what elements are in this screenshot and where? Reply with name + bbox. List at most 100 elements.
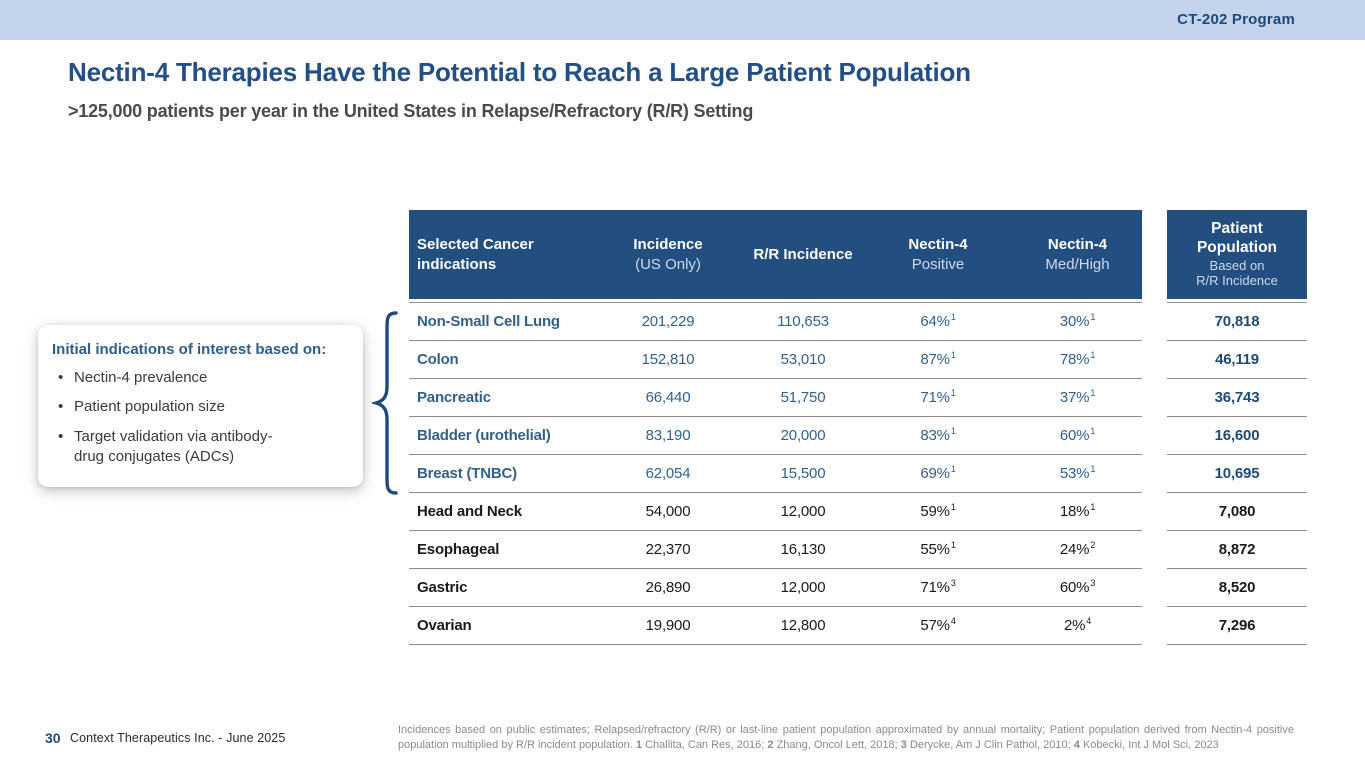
table-row: Colon 152,810 53,010 87%1 78%1	[409, 341, 1142, 379]
population-row: 70,818	[1167, 303, 1307, 341]
col-nectin4-medhigh-line2: Med/High	[1045, 255, 1110, 273]
nectin4-positive-cell: 57%4	[920, 616, 956, 635]
nectin4-positive-cell: 59%1	[920, 502, 956, 521]
nectin4-positive-cell: 87%1	[920, 350, 956, 369]
population-header-line3: Based on	[1209, 257, 1265, 273]
footnote-ref-num: 3	[900, 738, 907, 751]
indication-cell: Head and Neck	[417, 503, 522, 520]
incidence-cell: 152,810	[641, 351, 695, 368]
callout-bullet: Patient population size	[52, 397, 302, 418]
col-nectin4-positive-line2: Positive	[911, 255, 965, 273]
rr-incidence-cell: 12,000	[780, 503, 826, 520]
population-row: 10,695	[1167, 455, 1307, 493]
incidence-cell: 22,370	[645, 541, 691, 558]
nectin4-positive-cell: 64%1	[920, 312, 956, 331]
reference-superscript: 2	[1090, 540, 1096, 550]
incidence-cell: 19,900	[645, 617, 691, 634]
population-header-line1: Patient	[1211, 219, 1263, 237]
callout-box: Initial indications of interest based on…	[38, 325, 363, 487]
table-row: Gastric 26,890 12,000 71%3 60%3	[409, 569, 1142, 607]
population-header-line4: R/R Incidence	[1196, 273, 1278, 289]
incidence-cell: 201,229	[641, 313, 695, 330]
table-row: Ovarian 19,900 12,800 57%4 2%4	[409, 607, 1142, 645]
nectin4-medhigh-cell: 24%2	[1059, 540, 1096, 559]
reference-superscript: 1	[1090, 502, 1096, 512]
footnote-ref-text: Kobecki, Int J Mol Sci, 2023	[1082, 738, 1219, 751]
reference-superscript: 4	[1086, 616, 1092, 626]
footnote: Incidences based on public estimates; Re…	[398, 723, 1294, 753]
page-title: Nectin-4 Therapies Have the Potential to…	[68, 57, 971, 87]
footnote-ref-num: 4	[1073, 738, 1080, 751]
table-row: Bladder (urothelial) 83,190 20,000 83%1 …	[409, 417, 1142, 455]
col-nectin4-medhigh: Nectin-4 Med/High	[1013, 235, 1142, 275]
reference-superscript: 1	[950, 426, 956, 436]
incidence-cell: 26,890	[645, 579, 691, 596]
footnote-ref-num: 1	[635, 738, 643, 751]
table-row: Pancreatic 66,440 51,750 71%1 37%1	[409, 379, 1142, 417]
population-row: 8,520	[1167, 569, 1307, 607]
rr-incidence-cell: 16,130	[780, 541, 826, 558]
footnote-ref-num: 2	[767, 738, 774, 751]
table-header: Selected Cancer indications Incidence (U…	[409, 210, 1142, 299]
table-row: Breast (TNBC) 62,054 15,500 69%1 53%1	[409, 455, 1142, 493]
col-incidence-line1: Incidence	[633, 235, 703, 253]
nectin4-medhigh-cell: 78%1	[1059, 350, 1096, 369]
nectin4-positive-cell: 83%1	[920, 426, 956, 445]
brace-icon	[372, 311, 398, 495]
col-nectin4-positive: Nectin-4 Positive	[863, 235, 1013, 275]
reference-superscript: 1	[1090, 350, 1096, 360]
callout-bullet-list: Nectin-4 prevalence Patient population s…	[52, 368, 345, 467]
incidence-cell: 54,000	[645, 503, 691, 520]
nectin4-positive-cell: 69%1	[920, 464, 956, 483]
table-row: Head and Neck 54,000 12,000 59%1 18%1	[409, 493, 1142, 531]
reference-superscript: 3	[950, 578, 956, 588]
rr-incidence-cell: 15,500	[780, 465, 826, 482]
nectin4-medhigh-cell: 60%1	[1059, 426, 1096, 445]
reference-superscript: 1	[1090, 312, 1096, 322]
rr-incidence-cell: 51,750	[780, 389, 826, 406]
table-row: Non-Small Cell Lung 201,229 110,653 64%1…	[409, 303, 1142, 341]
col-rr-incidence: R/R Incidence	[753, 245, 853, 263]
reference-superscript: 1	[1090, 464, 1096, 474]
nectin4-medhigh-cell: 2%4	[1063, 616, 1092, 635]
reference-superscript: 1	[950, 464, 956, 474]
reference-superscript: 1	[1090, 388, 1096, 398]
nectin4-medhigh-cell: 37%1	[1059, 388, 1096, 407]
population-row: 46,119	[1167, 341, 1307, 379]
col-incidence: Incidence (US Only)	[593, 235, 743, 275]
col-indications-line1: Selected Cancer	[417, 235, 534, 253]
col-nectin4-medhigh-line1: Nectin-4	[1047, 235, 1108, 253]
indication-cell: Pancreatic	[417, 389, 491, 406]
nectin4-medhigh-cell: 53%1	[1059, 464, 1096, 483]
population-row: 36,743	[1167, 379, 1307, 417]
indication-cell: Gastric	[417, 579, 468, 596]
reference-superscript: 1	[950, 540, 956, 550]
population-header: Patient Population Based on R/R Incidenc…	[1167, 210, 1307, 299]
reference-superscript: 1	[1090, 426, 1096, 436]
indication-cell: Bladder (urothelial)	[417, 427, 551, 444]
rr-incidence-cell: 12,800	[780, 617, 826, 634]
nectin4-medhigh-cell: 30%1	[1059, 312, 1096, 331]
table-body: Non-Small Cell Lung 201,229 110,653 64%1…	[409, 302, 1142, 645]
indication-cell: Breast (TNBC)	[417, 465, 517, 482]
company-credit: Context Therapeutics Inc. - June 2025	[70, 731, 286, 745]
rr-incidence-cell: 12,000	[780, 579, 826, 596]
reference-superscript: 3	[1090, 578, 1096, 588]
population-row: 7,080	[1167, 493, 1307, 531]
indication-cell: Esophageal	[417, 541, 500, 558]
reference-superscript: 4	[950, 616, 956, 626]
population-row: 7,296	[1167, 607, 1307, 645]
col-indications: Selected Cancer indications	[409, 235, 593, 275]
incidence-cell: 83,190	[645, 427, 691, 444]
rr-incidence-cell: 53,010	[780, 351, 826, 368]
population-row: 16,600	[1167, 417, 1307, 455]
reference-superscript: 1	[950, 312, 956, 322]
callout-title: Initial indications of interest based on…	[52, 341, 327, 358]
rr-incidence-cell: 20,000	[780, 427, 826, 444]
col-indications-line2: indications	[417, 255, 497, 273]
callout-bullet: Target validation via antibody-drug conj…	[52, 427, 302, 468]
page-number: 30	[45, 730, 61, 746]
footnote-ref-text: Derycke, Am J Clin Pathol, 2010;	[909, 738, 1071, 751]
incidence-cell: 62,054	[645, 465, 691, 482]
